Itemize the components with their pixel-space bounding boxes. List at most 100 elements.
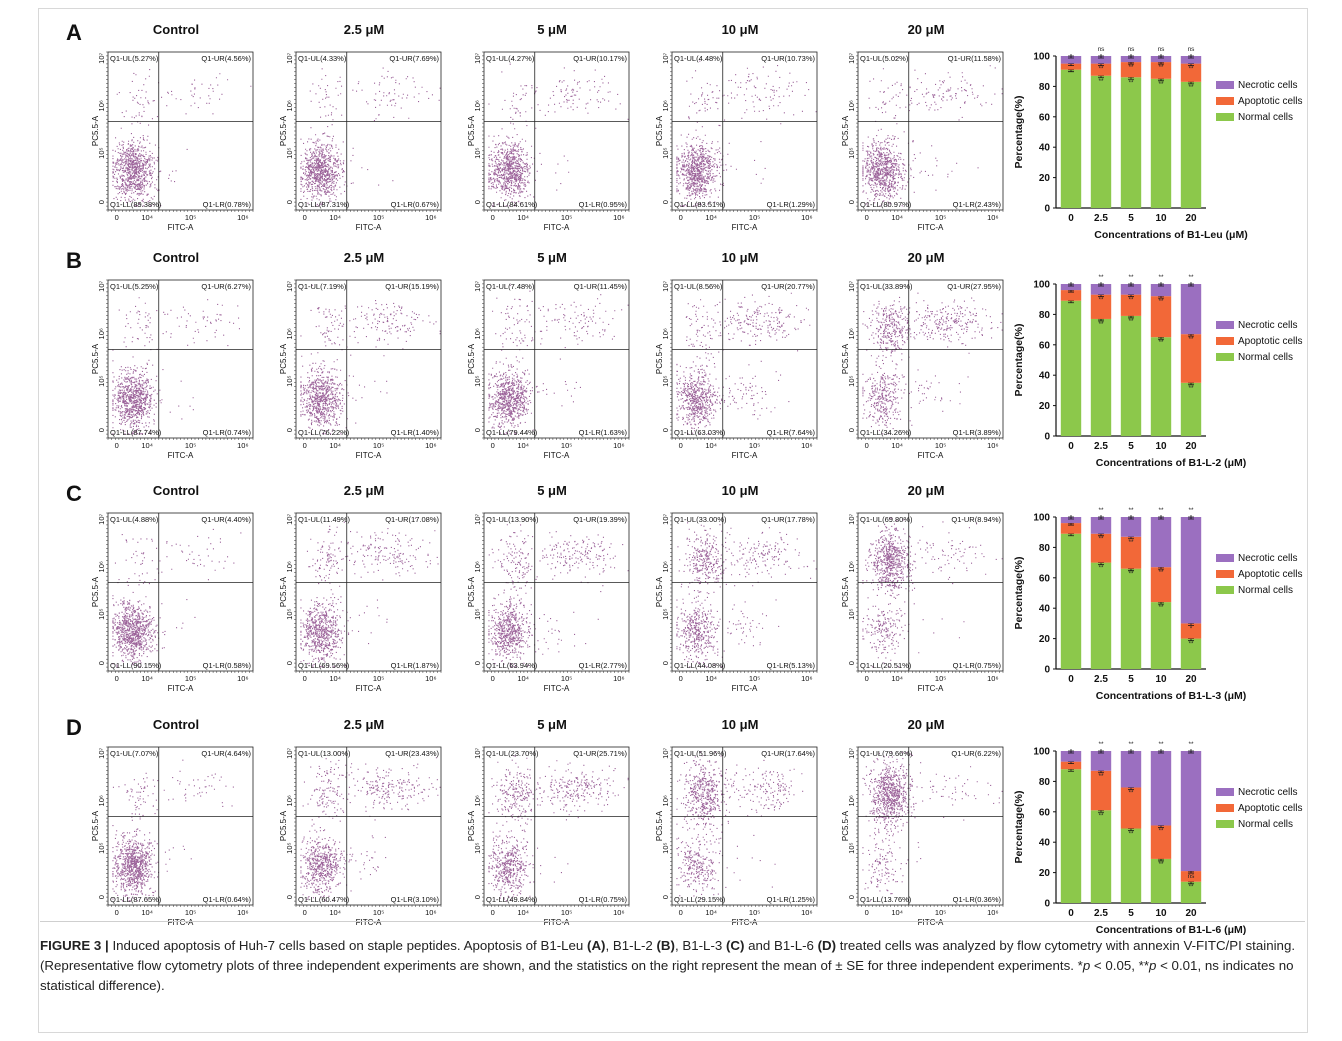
significance-apoptotic: ** [1098,66,1104,73]
significance-apoptotic: ** [1158,827,1164,834]
y-tick-label: 60 [1039,340,1051,351]
y-tick-label: 10⁷ [97,281,106,292]
scatter-dots [112,297,240,434]
y-tick-label: 10⁶ [97,100,106,111]
quadrant-ul-label: Q1-UL(7.07%) [110,749,159,758]
flow-plot-svg: Q1-UL(7.19%) Q1-UR(15.19%) Q1-LL(76.22%) Q1… [280,268,448,464]
x-tick-label: 10⁵ [935,674,946,683]
flow-plot-title: 2.5 μM [280,22,448,37]
significance-normal: ** [1128,79,1134,86]
x-axis-label: FITC-A [544,918,570,927]
bar-segment-necrotic-cells [1121,751,1141,787]
scatter-dots [300,754,440,901]
x-tick-label: 10⁴ [141,908,153,917]
x-tick-label: 0 [491,908,495,917]
y-tick-label: 10⁷ [285,748,294,759]
x-tick-label: 10⁴ [141,441,153,450]
x-tick-label: 0 [115,213,119,222]
bar-y-axis-label: Percentage(%) [1013,324,1025,397]
significance-normal: ** [1158,339,1164,346]
x-tick-label: 10⁵ [935,908,946,917]
quadrant-ul-label: Q1-UL(4.33%) [298,54,347,63]
scatter-dots [300,68,440,207]
x-tick-label: 10⁴ [705,441,717,450]
quadrant-ur-label: Q1-UR(8.94%) [951,515,1001,524]
x-tick-label: 10⁴ [891,674,903,683]
y-tick-label: 10⁶ [285,561,294,572]
quadrant-ll-label: Q1-LL(79.44%) [486,428,538,437]
y-axis-label: PC5.5-A [468,810,476,841]
quadrant-ul-label: Q1-UL(33.00%) [674,515,727,524]
scatter-dots [862,518,1002,668]
significance-top: ** [1158,741,1164,748]
bar-x-axis-label: Concentrations of B1-L-3 (μM) [1096,690,1247,701]
bar-x-tick-label: 20 [1185,213,1197,224]
bar-x-tick-label: 20 [1185,908,1197,919]
bar-segment-normal-cells [1091,319,1111,436]
x-axis-label: FITC-A [168,918,194,927]
flow-plot: 10 μM Q1-UL(8.56%) Q1-UR(20.77%) Q1-LL(63.0… [656,250,824,466]
y-tick-label: 0 [847,895,856,899]
bar-x-tick-label: 5 [1128,908,1134,919]
significance-apoptotic: ** [1158,64,1164,71]
significance-normal: ** [1128,318,1134,325]
quadrant-ul-label: Q1-UL(79.66%) [860,749,913,758]
x-tick-label: 10⁵ [749,213,760,222]
flow-plot-svg: Q1-UL(4.48%) Q1-UR(10.73%)Q1-LL(83.51%) Q1… [656,40,824,236]
flow-plot-title: 20 μM [842,250,1010,265]
panel-letter: B [66,248,82,274]
bar-segment-normal-cells [1091,563,1111,669]
y-axis-label: PC5.5-A [280,810,288,841]
x-tick-label: 0 [865,674,869,683]
flow-plot-svg: Q1-UL(4.88%) Q1-UR(4.40%) Q1-LL(90.15%) Q1-… [92,501,260,697]
legend-label: Normal cells [1238,585,1293,596]
x-tick-label: 0 [865,441,869,450]
significance-apoptotic: ** [1098,297,1104,304]
flow-plot-svg: Q1-UL(23.70%) Q1-UR(25.71%)Q1-LL(49.84%) Q… [468,735,636,931]
y-axis-label: PC5.5-A [468,115,476,146]
quadrant-ul-label: Q1-UL(4.48%) [674,54,723,63]
significance-apoptotic: ** [1128,297,1134,304]
y-tick-label: 0 [847,200,856,204]
x-axis-label: FITC-A [356,223,382,232]
plot-frame [672,513,817,671]
y-tick-label: 0 [847,661,856,665]
legend-swatch [1216,804,1234,812]
y-tick-label: 10⁵ [97,842,106,853]
bar-x-tick-label: 20 [1185,441,1197,452]
bar-segment-normal-cells [1061,301,1081,436]
y-tick-label: 10⁵ [473,608,482,619]
x-tick-label: 10⁴ [705,674,717,683]
x-tick-label: 10⁶ [613,908,624,917]
legend-swatch [1216,788,1234,796]
quadrant-ur-label: Q1-UR(20.77%) [761,282,815,291]
y-tick-label: 40 [1039,604,1051,615]
flow-plot: 2.5 μM Q1-UL(4.33%) Q1-UR(7.69%) Q1-LL(87.3… [280,22,448,238]
plot-frame [858,747,1003,905]
bar-x-tick-label: 0 [1068,908,1074,919]
significance-top: ** [1098,274,1104,281]
significance-top: ns [1128,46,1136,53]
y-tick-label: 0 [285,428,294,432]
y-axis-label: PC5.5-A [280,343,288,374]
legend-swatch [1216,81,1234,89]
quadrant-lr-label: Q1-LR(1.87%) [391,661,440,670]
x-tick-label: 10⁵ [749,908,760,917]
y-tick-label: 0 [97,661,106,665]
bar-segment-normal-cells [1151,602,1171,669]
quadrant-ll-label: Q1-LL(20.51%) [860,661,912,670]
flow-plot-title: Control [92,22,260,37]
x-tick-label: 10⁶ [237,213,248,222]
quadrant-ll-label: Q1-LL(87.74%) [110,428,162,437]
quadrant-ur-label: Q1-UR(6.27%) [201,282,251,291]
flow-plot: Control Q1-UL(5.25%) Q1-UR(6.27%) Q1-LL(87.… [92,250,260,466]
legend-label: Necrotic cells [1238,553,1297,564]
bar-x-axis-label: Concentrations of B1-Leu (μM) [1094,229,1247,240]
flow-plot: 5 μM Q1-UL(4.27%) Q1-UR(10.17%) Q1-LL(84.61… [468,22,636,238]
scatter-dots [488,285,628,435]
y-tick-label: 10⁵ [473,842,482,853]
x-axis-label: FITC-A [918,918,944,927]
flow-plot: 20 μM Q1-UL(33.89%) Q1-UR(27.95%) Q1-LL(34.… [842,250,1010,466]
bar-x-tick-label: 2.5 [1094,908,1108,919]
scatter-dots [488,524,628,667]
